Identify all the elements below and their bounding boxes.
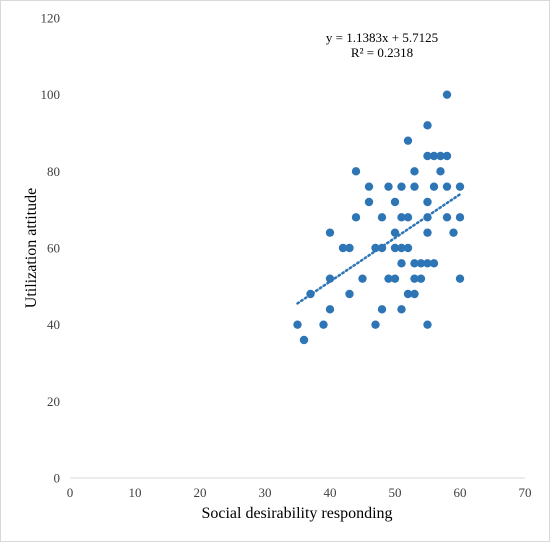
y-tick-label: 60	[47, 241, 60, 256]
data-point	[410, 167, 419, 176]
r-squared-label: R² = 0.2318	[351, 45, 413, 60]
x-tick-label: 70	[519, 485, 532, 500]
y-tick-label: 0	[54, 471, 61, 486]
data-point	[436, 151, 445, 161]
data-point	[345, 289, 354, 299]
x-axis-title: Social desirability responding	[201, 505, 392, 522]
x-tick-label: 10	[129, 485, 142, 500]
x-tick-labels: 0 10 20 30 40 50 60 70	[67, 485, 532, 500]
data-point	[397, 259, 406, 268]
data-point	[306, 289, 315, 299]
data-point	[410, 259, 419, 268]
data-point	[403, 213, 413, 222]
data-point	[293, 320, 302, 329]
data-point	[364, 182, 374, 191]
data-point	[423, 213, 432, 222]
data-point	[442, 151, 452, 161]
data-point	[455, 274, 465, 283]
data-point	[442, 213, 452, 222]
data-point	[390, 274, 400, 283]
data-point	[371, 243, 380, 253]
x-tick-label: 30	[259, 485, 272, 500]
data-point	[410, 182, 419, 191]
y-axis-title: Utilization attitude	[23, 188, 40, 308]
data-point	[319, 320, 328, 329]
data-point	[390, 228, 400, 237]
data-point	[377, 305, 387, 314]
y-tick-label: 100	[41, 87, 61, 102]
data-point	[299, 335, 309, 345]
x-tick-label: 0	[67, 485, 74, 500]
data-point	[351, 213, 361, 222]
data-point	[390, 197, 400, 207]
data-point	[442, 90, 452, 99]
data-point	[429, 151, 439, 161]
data-point	[358, 274, 367, 283]
data-point	[397, 213, 406, 222]
data-point	[423, 197, 432, 207]
data-point	[377, 243, 387, 253]
y-tick-label: 40	[47, 317, 60, 332]
data-points	[293, 90, 465, 345]
data-point	[423, 259, 432, 268]
data-point	[410, 289, 419, 299]
data-point	[403, 243, 413, 253]
x-tick-label: 40	[324, 485, 337, 500]
data-point	[364, 197, 374, 207]
data-point	[455, 213, 465, 222]
data-point	[423, 151, 432, 161]
data-point	[390, 243, 400, 253]
y-tick-label: 20	[47, 394, 60, 409]
y-tick-label: 80	[47, 164, 60, 179]
data-point	[416, 259, 426, 268]
data-point	[416, 274, 426, 283]
data-point	[325, 274, 335, 283]
data-point	[397, 305, 406, 314]
y-tick-labels: 0 20 40 60 80 100 120	[41, 11, 61, 486]
data-point	[345, 243, 354, 253]
data-point	[351, 167, 361, 176]
data-point	[429, 259, 439, 268]
data-point	[410, 274, 419, 283]
data-point	[371, 320, 380, 329]
data-point	[325, 305, 335, 314]
data-point	[377, 213, 387, 222]
x-tick-label: 50	[389, 485, 402, 500]
data-point	[423, 320, 432, 329]
data-point	[397, 243, 406, 253]
data-point	[403, 289, 413, 299]
data-point	[429, 182, 439, 191]
data-point	[436, 167, 445, 176]
data-point	[397, 182, 406, 191]
trendline-equation: y = 1.1383x + 5.7125	[326, 30, 438, 45]
data-point	[338, 243, 348, 253]
data-point	[442, 182, 452, 191]
data-point	[455, 182, 465, 191]
y-tick-label: 120	[41, 11, 61, 26]
x-tick-label: 20	[194, 485, 207, 500]
data-point	[384, 182, 393, 191]
data-point	[403, 136, 413, 145]
data-point	[449, 228, 458, 237]
data-point	[423, 228, 432, 237]
x-tick-label: 60	[454, 485, 467, 500]
data-point	[325, 228, 335, 237]
data-point	[384, 274, 393, 283]
data-point	[423, 121, 432, 130]
